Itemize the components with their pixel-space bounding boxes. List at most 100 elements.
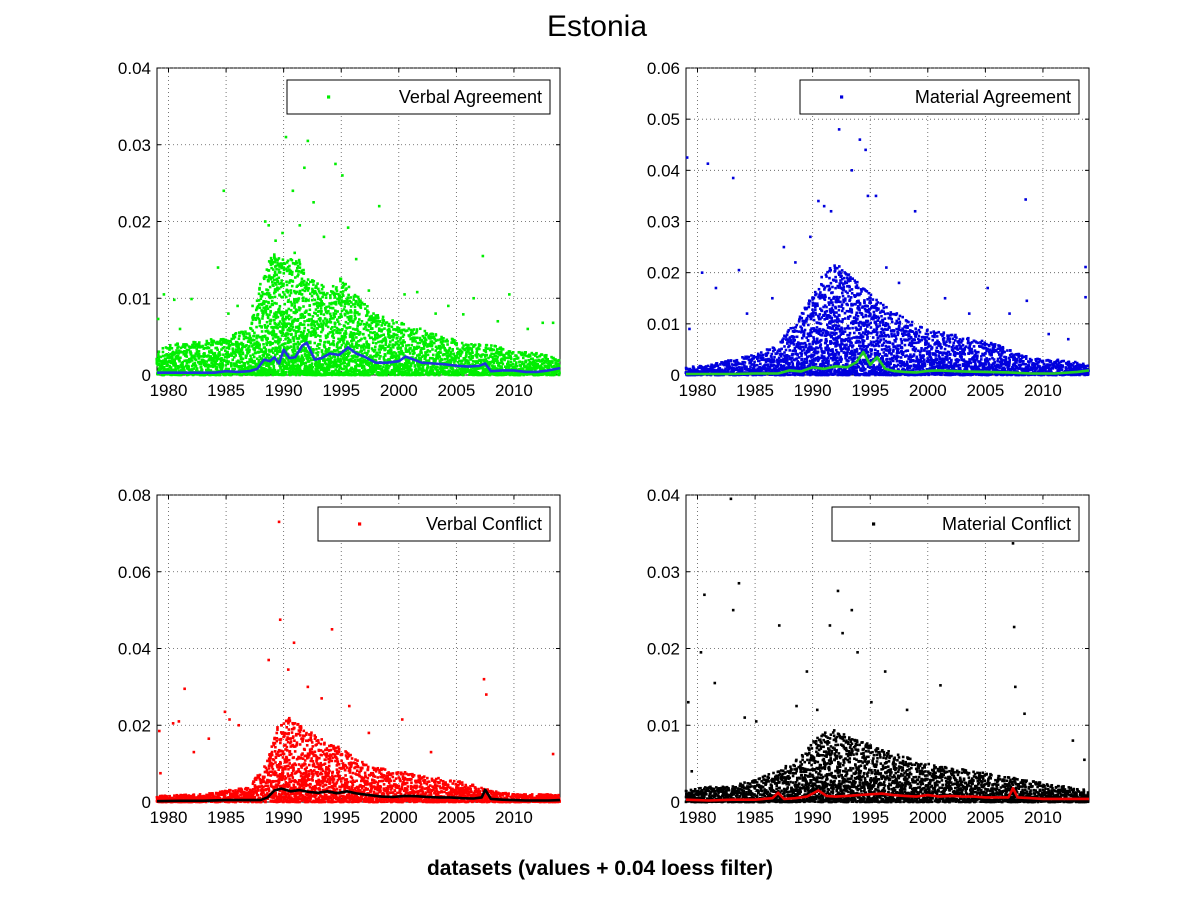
data-point (209, 373, 212, 377)
data-point (200, 361, 204, 364)
data-point (324, 323, 328, 326)
data-point (297, 273, 300, 276)
data-point (170, 360, 174, 363)
data-point (730, 363, 734, 366)
data-point (461, 367, 464, 370)
data-point (504, 372, 507, 376)
data-point (267, 276, 271, 279)
data-point (472, 369, 476, 373)
data-point (301, 356, 305, 360)
data-point (430, 336, 434, 340)
data-point (408, 367, 412, 370)
data-point (376, 353, 380, 357)
data-point (545, 353, 548, 357)
data-point (272, 369, 275, 373)
data-point (256, 334, 260, 338)
data-point (554, 371, 558, 375)
data-point (369, 324, 372, 327)
data-point (278, 325, 282, 328)
data-point (262, 300, 265, 303)
data-point (278, 364, 281, 367)
data-point (446, 356, 449, 359)
data-point (259, 282, 262, 286)
data-point (232, 334, 235, 338)
data-point (161, 346, 165, 350)
data-point (292, 262, 296, 265)
data-point (329, 327, 333, 331)
data-point (412, 328, 416, 331)
data-point (358, 364, 361, 368)
data-point (441, 367, 445, 370)
data-point (289, 300, 293, 304)
data-point (478, 347, 481, 351)
data-point (496, 361, 499, 364)
data-point (203, 360, 206, 364)
data-point (230, 352, 233, 355)
data-point (282, 346, 286, 349)
data-point (510, 371, 514, 374)
data-point (373, 345, 377, 349)
data-point (454, 357, 457, 360)
data-point (348, 299, 352, 303)
data-point (252, 338, 256, 342)
data-point (310, 298, 314, 302)
data-point (301, 288, 304, 292)
data-point (551, 361, 554, 364)
data-point (308, 304, 312, 308)
data-point (286, 300, 290, 303)
data-point (374, 314, 377, 317)
data-point (344, 282, 347, 286)
data-point (311, 330, 314, 333)
data-point (494, 354, 498, 358)
data-point (266, 316, 270, 320)
data-point (440, 335, 443, 339)
data-point (374, 359, 378, 363)
data-point (436, 365, 439, 369)
data-point (484, 349, 487, 352)
data-point (189, 345, 193, 349)
data-point (335, 326, 339, 330)
data-point (374, 342, 378, 345)
data-point (408, 352, 412, 355)
data-point (393, 373, 397, 377)
data-point (219, 342, 223, 346)
data-point (183, 349, 186, 353)
data-point (471, 360, 475, 363)
data-point (295, 309, 298, 312)
data-point (387, 333, 391, 337)
data-point (354, 361, 358, 364)
data-point (533, 373, 536, 377)
data-point (500, 365, 503, 368)
data-point (229, 361, 233, 365)
data-point (734, 361, 737, 364)
data-point (536, 372, 540, 376)
data-point (402, 339, 405, 342)
data-point (403, 293, 406, 296)
data-point (348, 315, 352, 318)
data-point (249, 341, 253, 345)
data-point (528, 364, 532, 368)
data-point (434, 359, 437, 362)
data-point (302, 283, 306, 287)
y-tick-label: 0.04 (118, 59, 151, 78)
data-point (275, 325, 278, 328)
data-point (284, 335, 288, 338)
data-point (736, 368, 740, 372)
data-point (326, 325, 330, 329)
data-point (278, 265, 281, 268)
data-point (425, 368, 429, 371)
data-point (381, 321, 384, 325)
data-point (299, 357, 303, 361)
data-point (437, 350, 441, 354)
data-point (415, 368, 418, 372)
data-point (296, 345, 299, 349)
data-point (435, 353, 438, 357)
data-point (194, 369, 198, 373)
x-tick-label: 1985 (207, 381, 245, 400)
data-point (300, 340, 303, 343)
data-point (257, 299, 261, 302)
data-point (220, 356, 223, 360)
data-point (395, 358, 399, 361)
data-point (319, 297, 322, 301)
data-point (268, 274, 271, 278)
